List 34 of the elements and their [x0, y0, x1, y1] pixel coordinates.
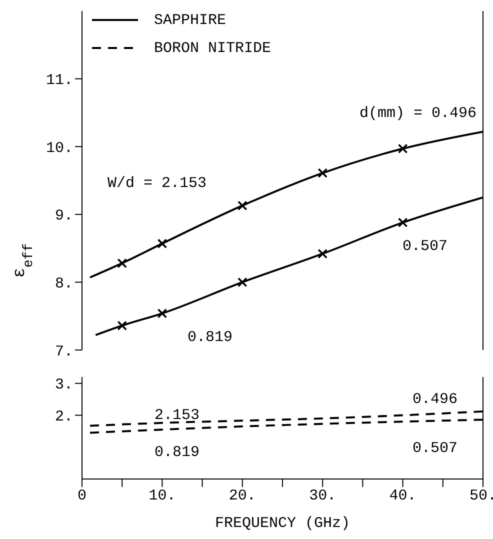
- point: [238, 200, 248, 210]
- point: [157, 308, 168, 318]
- y-tick-label: 11.: [46, 72, 73, 90]
- x-tick-label: 40.: [389, 488, 416, 505]
- point: [398, 218, 408, 228]
- y-tick-label: 2.: [54, 408, 73, 426]
- annotation: W/d = 2.153: [107, 174, 207, 192]
- y-tick-label: 3.: [54, 376, 73, 394]
- annotation: 0.496: [412, 390, 458, 408]
- annotation: d(mm) = 0.496: [359, 104, 477, 122]
- annotation: 2.153: [154, 406, 200, 424]
- x-tick-label: 10.: [148, 488, 176, 505]
- x-axis-title: FREQUENCY (GHz): [214, 515, 350, 532]
- x-tick-label: 50.: [469, 488, 493, 505]
- text: BORON NITRIDE: [154, 40, 272, 56]
- point: [238, 277, 248, 288]
- annotation: 0.507: [412, 440, 458, 456]
- annotation: 0.819: [154, 444, 200, 460]
- point: [318, 248, 328, 259]
- x-tick-label: 20.: [228, 488, 256, 505]
- point: [318, 168, 328, 178]
- y-tick-label: 8.: [54, 276, 73, 293]
- point: [398, 144, 408, 154]
- y-tick-label: 9.: [54, 208, 73, 225]
- annotation: 0.507: [402, 238, 448, 254]
- point: [117, 320, 127, 330]
- annotation: 0.819: [187, 328, 233, 346]
- y-tick-label: 7.: [54, 343, 73, 360]
- x-tick-label: 30.: [309, 488, 336, 505]
- point: [117, 258, 127, 268]
- x-tick-label: 0: [77, 488, 87, 505]
- point: [157, 238, 168, 248]
- legend-label: SAPPHIRE: [154, 12, 226, 28]
- y-tick-label: 10.: [46, 140, 73, 157]
